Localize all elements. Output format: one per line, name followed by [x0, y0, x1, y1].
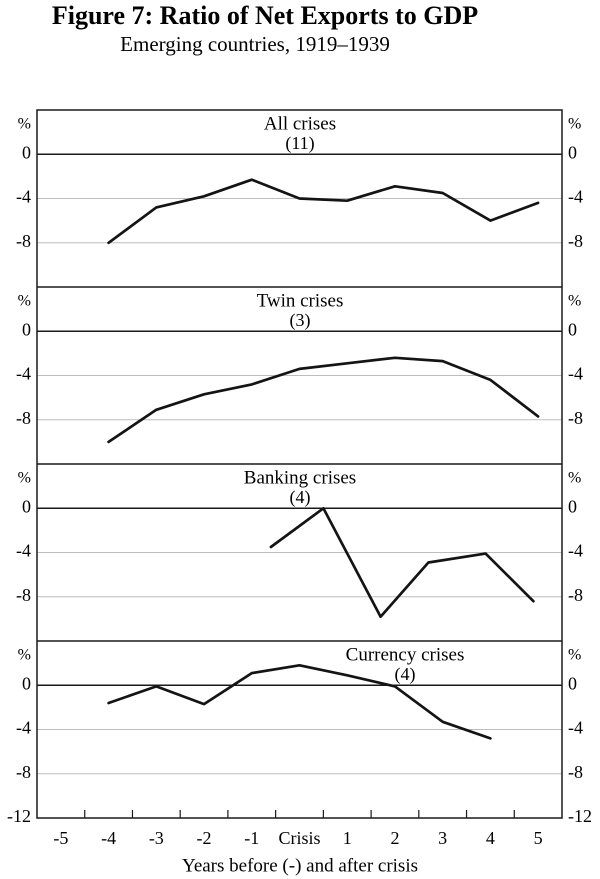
- series-line-currency-crises: [107, 663, 492, 740]
- x-tick-label: 4: [486, 828, 495, 848]
- figure-subtitle: Emerging countries, 1919–1939: [120, 32, 390, 56]
- panel-title: Twin crises: [257, 290, 344, 311]
- figure-title: Figure 7: Ratio of Net Exports to GDP: [51, 1, 479, 30]
- x-tick-label: 3: [438, 828, 447, 848]
- y-tick-label-right: -4: [568, 718, 583, 738]
- y-unit-right: %: [568, 470, 581, 487]
- y-tick-label-right: 0: [568, 673, 577, 693]
- x-tick-label: -4: [101, 828, 116, 848]
- panel-count: (4): [290, 487, 311, 508]
- y-tick-label-left: -8: [16, 231, 31, 251]
- series-line-twin-crises: [107, 356, 540, 444]
- y-tick-label-right: -8: [568, 231, 583, 251]
- x-tick-label: -1: [244, 828, 259, 848]
- y-bottom-label-left: -12: [7, 806, 31, 826]
- y-tick-label-right: 0: [568, 496, 577, 516]
- series-line-all-crises: [107, 178, 540, 245]
- y-tick-label-left: 0: [22, 319, 31, 339]
- y-tick-label-left: -4: [16, 541, 31, 561]
- y-unit-right: %: [568, 116, 581, 133]
- panel-currency-crises: % % 0 0 -4 -4 -8 -8 Currency crises(4): [16, 644, 583, 782]
- y-unit-left: %: [18, 470, 31, 487]
- y-unit-left: %: [18, 293, 31, 310]
- x-tick-label: 1: [343, 828, 352, 848]
- y-unit-right: %: [568, 293, 581, 310]
- panel-count: (11): [285, 133, 314, 154]
- panel-title: Currency crises: [346, 644, 465, 665]
- y-tick-label-left: -8: [16, 762, 31, 782]
- panel-twin-crises: % % 0 0 -4 -4 -8 -8 Twin crises(3): [16, 290, 583, 465]
- series-line-banking-crises: [269, 506, 535, 619]
- y-tick-label-right: -4: [568, 187, 583, 207]
- y-tick-label-left: 0: [22, 496, 31, 516]
- x-tick-label: Crisis: [278, 828, 320, 848]
- y-tick-label-left: -4: [16, 718, 31, 738]
- x-tick-label: -5: [53, 828, 68, 848]
- y-tick-label-right: 0: [568, 319, 577, 339]
- panel-title: All crises: [264, 113, 336, 134]
- y-tick-label-left: -4: [16, 364, 31, 384]
- panel-banking-crises: % % 0 0 -4 -4 -8 -8 Banking crises(4): [16, 467, 583, 642]
- y-tick-label-right: -8: [568, 408, 583, 428]
- panel-title: Banking crises: [244, 467, 356, 488]
- y-tick-label-right: -4: [568, 364, 583, 384]
- x-axis-title: Years before (-) and after crisis: [182, 855, 418, 876]
- y-tick-label-left: -4: [16, 187, 31, 207]
- y-tick-label-right: -8: [568, 762, 583, 782]
- y-tick-label-left: 0: [22, 142, 31, 162]
- panel-count: (3): [290, 310, 311, 331]
- y-unit-left: %: [18, 116, 31, 133]
- x-tick-label: -3: [149, 828, 164, 848]
- y-unit-left: %: [18, 647, 31, 664]
- plot-frame: [36, 109, 563, 819]
- panel-count: (4): [395, 664, 416, 685]
- y-tick-label-left: -8: [16, 585, 31, 605]
- x-tick-label: 5: [534, 828, 543, 848]
- y-tick-label-left: 0: [22, 673, 31, 693]
- y-unit-right: %: [568, 647, 581, 664]
- y-tick-label-right: -4: [568, 541, 583, 561]
- x-tick-label: -2: [197, 828, 212, 848]
- y-bottom-label-right: -12: [568, 806, 592, 826]
- y-tick-label-left: -8: [16, 408, 31, 428]
- panel-all-crises: % % 0 0 -4 -4 -8 -8 All crises(11): [16, 113, 583, 288]
- y-tick-label-right: 0: [568, 142, 577, 162]
- x-tick-label: 2: [390, 828, 399, 848]
- y-tick-label-right: -8: [568, 585, 583, 605]
